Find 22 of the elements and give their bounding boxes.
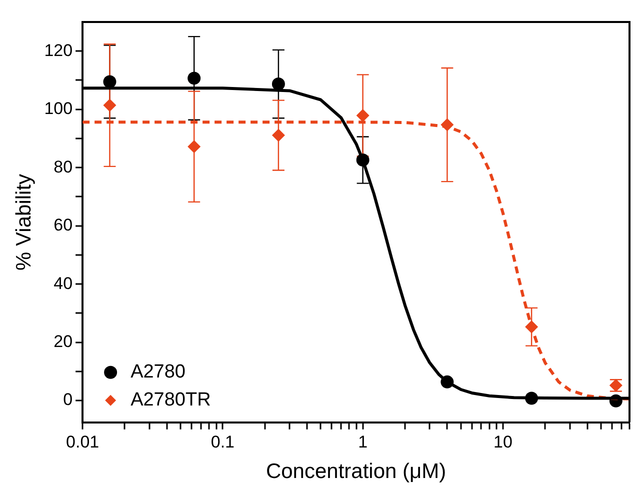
x-tick-label: 1 — [358, 432, 368, 452]
x-tick-label: 0.1 — [210, 432, 235, 452]
y-axis-title: % Viability — [12, 173, 36, 270]
point — [272, 78, 285, 91]
point — [103, 98, 116, 112]
y-tick-label: 100 — [44, 99, 73, 118]
point — [356, 108, 370, 122]
y-tick-label: 40 — [54, 274, 73, 293]
x-tick-label: 0.01 — [66, 432, 100, 452]
y-tick-label: 20 — [54, 332, 73, 352]
point — [188, 140, 201, 154]
point — [103, 75, 116, 88]
legend-label: A2780TR — [130, 390, 211, 411]
point — [272, 128, 285, 142]
legend-label: A2780 — [130, 362, 186, 383]
y-tick-label: 80 — [54, 157, 73, 176]
x-axis-title: Concentration (μM) — [266, 460, 446, 484]
y-tick-label: 60 — [54, 216, 73, 235]
x-tick-label: 10 — [493, 432, 512, 452]
point — [188, 72, 201, 85]
y-tick-label: 120 — [44, 40, 73, 60]
y-tick-label: 0 — [63, 390, 73, 410]
